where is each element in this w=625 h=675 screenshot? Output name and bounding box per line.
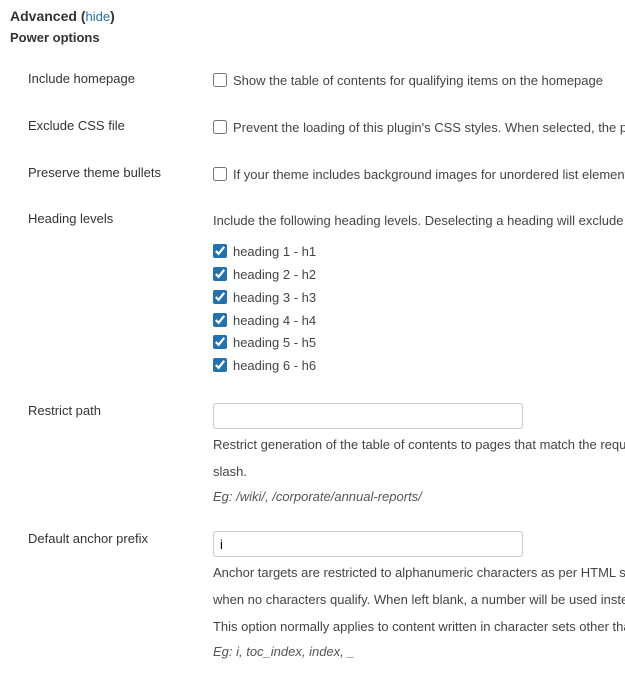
heading-level-4-checkbox[interactable] [213, 313, 227, 327]
heading-level-2-text: heading 2 - h2 [233, 265, 316, 286]
settings-table: Include homepage Show the table of conte… [28, 59, 625, 675]
heading-level-3-checkbox[interactable] [213, 290, 227, 304]
anchor-prefix-desc3: This option normally applies to content … [213, 617, 625, 638]
heading-level-6-text: heading 6 - h6 [233, 356, 316, 377]
preserve-bullets-option[interactable]: If your theme includes background images… [213, 165, 625, 186]
section-title-text: Advanced [10, 8, 77, 24]
exclude-css-option[interactable]: Prevent the loading of this plugin's CSS… [213, 118, 625, 139]
heading-level-6[interactable]: heading 6 - h6 [213, 356, 625, 377]
row-label-restrict-path: Restrict path [28, 391, 213, 519]
include-homepage-checkbox[interactable] [213, 73, 227, 87]
heading-levels-list: heading 1 - h1 heading 2 - h2 heading 3 … [213, 242, 625, 377]
row-label-preserve-bullets: Preserve theme bullets [28, 153, 213, 200]
subsection-title: Power options [10, 30, 615, 45]
include-homepage-text: Show the table of contents for qualifyin… [233, 71, 603, 92]
section-title: Advanced (hide) [10, 8, 615, 24]
row-label-include-homepage: Include homepage [28, 59, 213, 106]
row-label-heading-levels: Heading levels [28, 199, 213, 391]
heading-level-5-text: heading 5 - h5 [233, 333, 316, 354]
anchor-prefix-desc2: when no characters qualify. When left bl… [213, 590, 625, 611]
include-homepage-option[interactable]: Show the table of contents for qualifyin… [213, 71, 603, 92]
anchor-prefix-input[interactable] [213, 531, 523, 557]
heading-level-2-checkbox[interactable] [213, 267, 227, 281]
heading-level-5-checkbox[interactable] [213, 335, 227, 349]
restrict-path-input[interactable] [213, 403, 523, 429]
heading-levels-desc: Include the following heading levels. De… [213, 211, 625, 232]
anchor-prefix-example: Eg: i, toc_index, index, _ [213, 642, 625, 663]
heading-level-5[interactable]: heading 5 - h5 [213, 333, 625, 354]
exclude-css-checkbox[interactable] [213, 120, 227, 134]
heading-level-1[interactable]: heading 1 - h1 [213, 242, 625, 263]
hide-paren-close: ) [110, 8, 115, 24]
preserve-bullets-checkbox[interactable] [213, 167, 227, 181]
restrict-path-desc2: slash. [213, 462, 625, 483]
heading-level-2[interactable]: heading 2 - h2 [213, 265, 625, 286]
heading-level-1-checkbox[interactable] [213, 244, 227, 258]
restrict-path-example: Eg: /wiki/, /corporate/annual-reports/ [213, 487, 625, 508]
exclude-css-text: Prevent the loading of this plugin's CSS… [233, 118, 625, 139]
restrict-path-desc: Restrict generation of the table of cont… [213, 435, 625, 456]
heading-level-4[interactable]: heading 4 - h4 [213, 311, 625, 332]
heading-level-3[interactable]: heading 3 - h3 [213, 288, 625, 309]
hide-link[interactable]: hide [85, 9, 110, 24]
preserve-bullets-text: If your theme includes background images… [233, 165, 625, 186]
heading-level-1-text: heading 1 - h1 [233, 242, 316, 263]
heading-level-4-text: heading 4 - h4 [233, 311, 316, 332]
row-label-exclude-css: Exclude CSS file [28, 106, 213, 153]
anchor-prefix-desc1: Anchor targets are restricted to alphanu… [213, 563, 625, 584]
heading-level-6-checkbox[interactable] [213, 358, 227, 372]
heading-level-3-text: heading 3 - h3 [233, 288, 316, 309]
